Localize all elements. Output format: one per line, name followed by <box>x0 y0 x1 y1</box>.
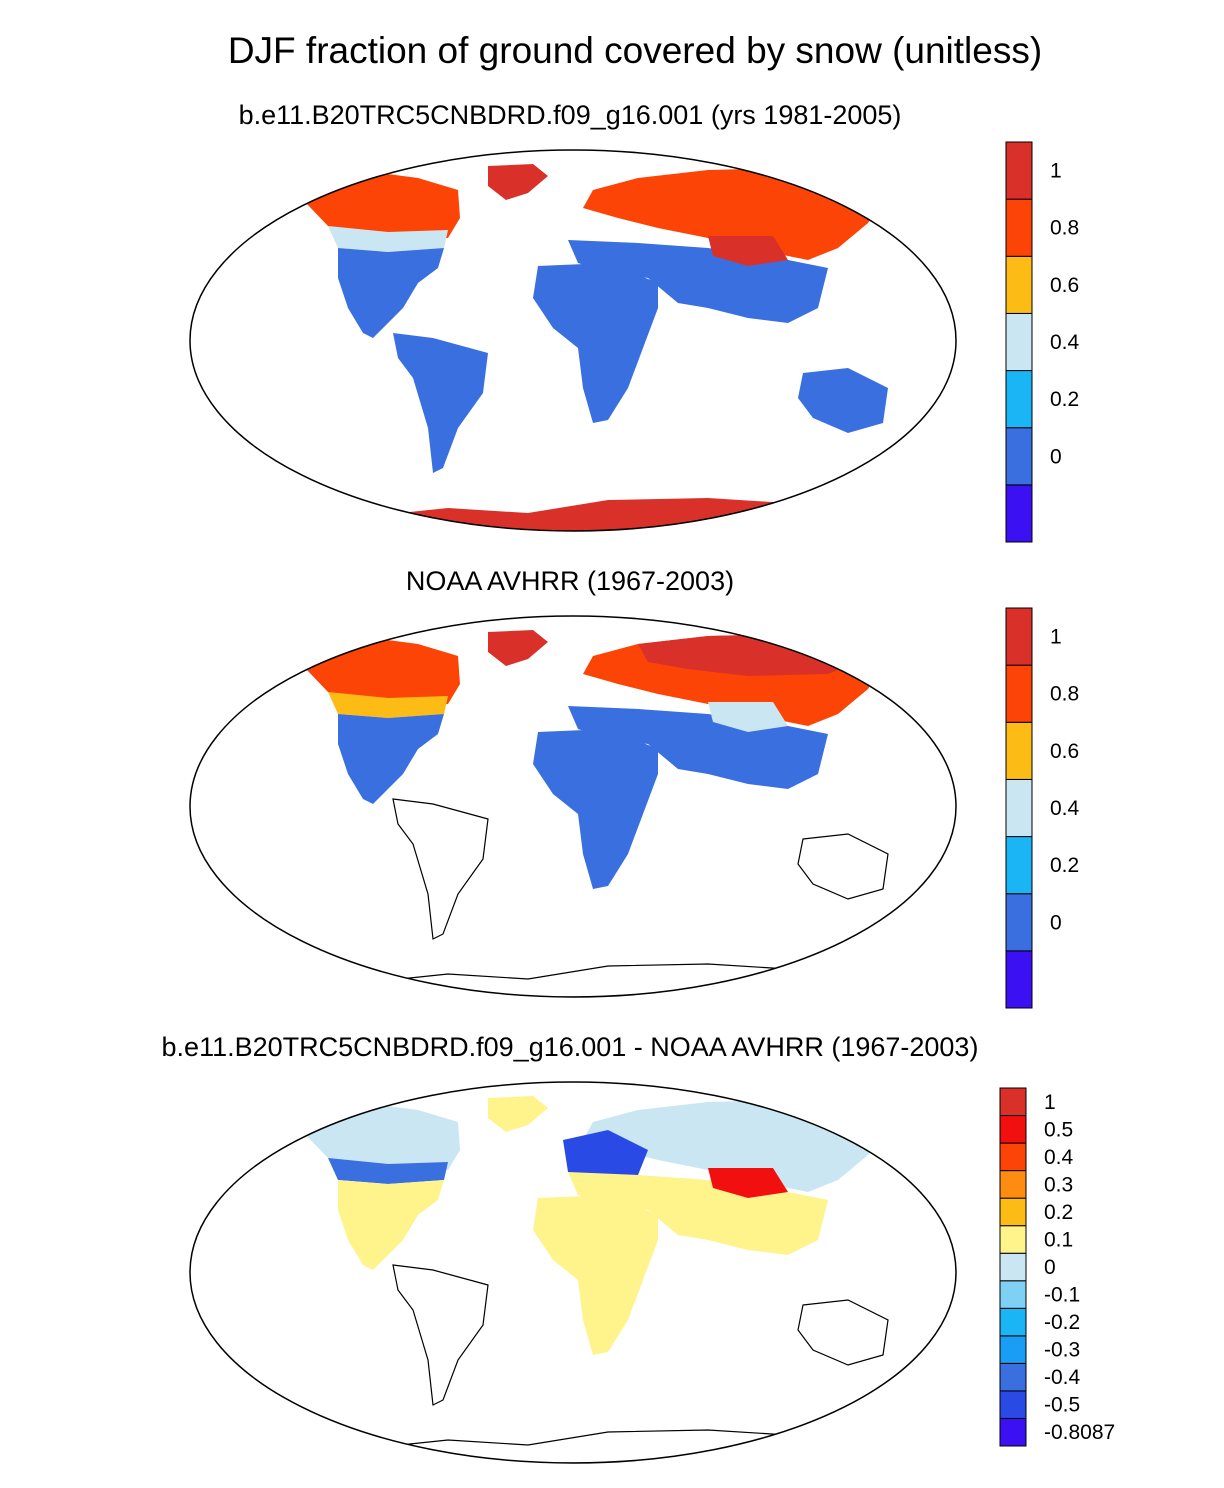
colorbar-segment <box>1005 484 1033 543</box>
colorbar-tick-label: -0.1 <box>1044 1284 1080 1307</box>
colorbar-segment <box>999 1335 1027 1364</box>
colorbar-segment <box>1005 255 1033 314</box>
panel-1-colorbar: 0 0.2 0.4 0.6 0.8 1 <box>1005 141 1080 543</box>
main-title: DJF fraction of ground covered by snow (… <box>227 30 1043 71</box>
colorbar-tick-label: -0.5 <box>1044 1394 1080 1417</box>
colorbar-tick-label: -0.8087 <box>1044 1421 1115 1444</box>
colorbar-tick-label: 1 <box>1044 1091 1056 1114</box>
colorbar-segment <box>1005 427 1033 486</box>
region-europe <box>563 1130 648 1180</box>
colorbar-segment <box>999 1170 1027 1199</box>
colorbar-segment <box>999 1115 1027 1144</box>
colorbar-segment <box>1005 721 1033 780</box>
region-antarctica <box>332 963 840 997</box>
panel-1-map <box>189 149 957 532</box>
colorbar-tick-label: 0.2 <box>1050 854 1079 877</box>
region-north-america-south <box>338 248 444 338</box>
panel-3-subtitle: b.e11.B20TRC5CNBDRD.f09_g16.001 - NOAA A… <box>161 1032 979 1062</box>
region-australia <box>797 1299 889 1366</box>
colorbar-tick-label: 0.8 <box>1050 683 1079 706</box>
colorbar-tick-label: -0.2 <box>1044 1311 1080 1334</box>
colorbar-segment <box>1005 607 1033 666</box>
colorbar-segment <box>999 1087 1027 1117</box>
region-north-america-transition <box>328 692 448 718</box>
colorbar-tick-label: 0.2 <box>1050 388 1079 411</box>
colorbar-segment <box>1005 836 1033 895</box>
colorbar-tick-label: 0.6 <box>1050 274 1079 297</box>
colorbar-tick-label: 0.4 <box>1050 797 1080 820</box>
panel-3-colorbar: -0.8087 -0.5 -0.4 -0.3 -0.2 -0.1 0 0.1 0.2 0.3 0.4… <box>999 1087 1115 1447</box>
region-greenland <box>488 1096 548 1132</box>
colorbar-tick-label: 0.4 <box>1044 1146 1074 1169</box>
region-africa <box>533 729 658 889</box>
region-tibet <box>708 1168 788 1198</box>
region-africa <box>533 263 658 423</box>
colorbar-tick-label: 1 <box>1050 626 1062 649</box>
panel-1-subtitle: b.e11.B20TRC5CNBDRD.f09_g16.001 (yrs 198… <box>238 100 902 130</box>
colorbar-segment <box>1005 141 1033 200</box>
region-tibet <box>708 236 788 266</box>
colorbar-tick-label: 0.4 <box>1050 331 1080 354</box>
panel-3-map <box>189 1081 957 1464</box>
region-antarctica <box>332 1429 840 1463</box>
colorbar-segment <box>999 1362 1027 1392</box>
region-north-america-south <box>338 714 444 804</box>
colorbar-segment <box>999 1390 1027 1419</box>
colorbar-segment <box>999 1197 1027 1227</box>
map-border <box>189 1081 957 1464</box>
panel-2-colorbar: 0 0.2 0.4 0.6 0.8 1 <box>1005 607 1080 1009</box>
colorbar-segment <box>999 1225 1027 1254</box>
colorbar-tick-label: 0 <box>1044 1256 1056 1279</box>
panel-2-subtitle: NOAA AVHRR (1967-2003) <box>405 566 735 596</box>
map-border <box>189 149 957 532</box>
region-australia <box>797 833 889 900</box>
colorbar-segment <box>1005 198 1033 257</box>
region-africa <box>533 1195 658 1355</box>
colorbar-segment <box>999 1417 1027 1447</box>
colorbar-tick-label: -0.3 <box>1044 1339 1080 1362</box>
colorbar-segment <box>999 1252 1027 1282</box>
colorbar-tick-label: 0.3 <box>1044 1173 1073 1196</box>
map-border <box>189 615 957 998</box>
colorbar-tick-label: 0.2 <box>1044 1201 1073 1224</box>
colorbar-segment <box>1005 950 1033 1009</box>
colorbar-tick-label: 0.1 <box>1044 1228 1073 1251</box>
region-greenland <box>488 630 548 666</box>
colorbar-segment <box>999 1280 1027 1309</box>
colorbar-segment <box>999 1142 1027 1172</box>
region-south-america <box>392 1264 489 1406</box>
colorbar-tick-label: 0.5 <box>1044 1118 1073 1141</box>
region-greenland <box>488 164 548 200</box>
panel-2-map <box>189 615 957 998</box>
colorbar-segment <box>1005 778 1033 838</box>
colorbar-tick-label: -0.4 <box>1044 1366 1081 1389</box>
colorbar-tick-label: 0.8 <box>1050 217 1079 240</box>
region-north-america-transition <box>328 226 448 252</box>
region-north-america-transition <box>328 1158 448 1184</box>
colorbar-segment <box>1005 893 1033 952</box>
colorbar-tick-label: 0.6 <box>1050 740 1079 763</box>
region-tibet <box>708 702 788 732</box>
colorbar-tick-label: 0 <box>1050 445 1062 468</box>
region-antarctica <box>333 498 838 531</box>
region-south-america <box>392 798 489 940</box>
colorbar-tick-label: 1 <box>1050 160 1062 183</box>
colorbar-segment <box>1005 312 1033 372</box>
region-north-america-south <box>338 1180 444 1270</box>
colorbar-segment <box>1005 664 1033 723</box>
colorbar-tick-label: 0 <box>1050 911 1062 934</box>
colorbar-segment <box>1005 370 1033 429</box>
region-south-america <box>393 333 488 473</box>
colorbar-segment <box>999 1307 1027 1337</box>
region-australia <box>798 368 888 433</box>
